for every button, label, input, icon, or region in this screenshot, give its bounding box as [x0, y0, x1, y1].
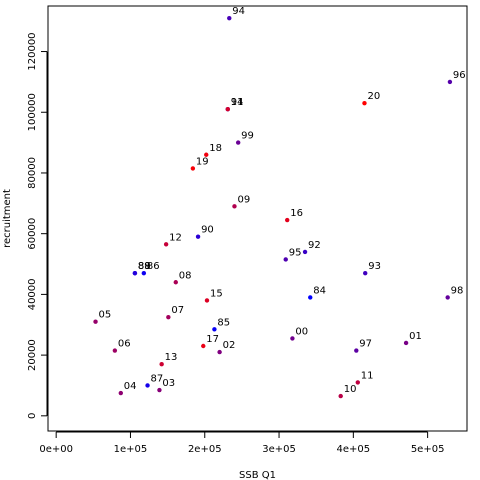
point-label-85: 85: [217, 317, 230, 328]
y-tick-label: 20000: [27, 339, 38, 371]
point-label-03: 03: [162, 378, 175, 389]
point-label-09: 09: [237, 194, 250, 205]
point-label-95: 95: [289, 247, 302, 258]
data-point-86: [141, 270, 147, 276]
point-label-92: 92: [308, 240, 321, 251]
y-tick-label: 120000: [27, 32, 38, 70]
point-label-19: 19: [196, 156, 209, 167]
data-point-98: [445, 295, 450, 300]
x-tick-label: 1e+05: [114, 444, 148, 455]
point-label-00: 00: [295, 326, 308, 337]
data-point-02: [217, 349, 222, 355]
data-point-16: [285, 217, 290, 223]
x-tick-label: 2e+05: [188, 444, 222, 455]
point-label-90: 90: [201, 225, 214, 236]
data-points: [93, 15, 453, 399]
y-tick-label: 60000: [27, 218, 38, 250]
point-label-88: 88: [138, 261, 151, 272]
data-point-07: [166, 314, 171, 320]
x-tick-label: 4e+05: [337, 444, 371, 455]
plot-frame: [47, 5, 468, 432]
point-label-10: 10: [344, 384, 357, 395]
point-label-16: 16: [290, 208, 303, 219]
data-point-01: [403, 340, 409, 346]
data-point-84: [308, 295, 313, 300]
y-axis-label: recruitment: [2, 189, 13, 248]
y-tick-label: 100000: [27, 93, 38, 131]
data-point-92: [302, 249, 308, 255]
point-label-97: 97: [359, 339, 372, 350]
data-point-08: [173, 280, 178, 285]
point-label-86: 86: [147, 261, 160, 272]
data-point-96: [447, 79, 453, 85]
point-label-20: 20: [367, 91, 380, 102]
data-point-99: [235, 140, 241, 145]
data-point-12: [163, 242, 169, 247]
data-point-14: [225, 107, 230, 112]
data-point-85: [212, 327, 217, 332]
point-label-13: 13: [165, 352, 178, 363]
data-point-95: [283, 257, 288, 262]
y-tick-label: 40000: [27, 278, 38, 310]
point-label-93: 93: [368, 261, 381, 272]
point-label-05: 05: [99, 310, 112, 321]
data-point-06: [112, 348, 118, 353]
point-label-84: 84: [313, 285, 326, 296]
point-label-94: 94: [232, 6, 245, 17]
y-tick-label: 80000: [27, 157, 38, 189]
x-tick-label: 0e+00: [39, 444, 73, 455]
point-label-11: 11: [361, 370, 374, 381]
data-point-11: [355, 380, 360, 385]
x-tick-label: 5e+05: [411, 444, 445, 455]
point-label-89: 89: [138, 261, 151, 272]
data-point-20: [362, 100, 367, 106]
x-axis-label: SSB Q1: [239, 470, 276, 480]
data-point-97: [354, 348, 359, 353]
data-point-05: [93, 319, 98, 324]
data-point-90: [195, 234, 201, 239]
data-point-03: [157, 387, 162, 393]
point-label-98: 98: [451, 285, 464, 296]
data-point-19: [190, 166, 196, 171]
x-tick-label: 3e+05: [262, 444, 296, 455]
data-point-94: [227, 15, 232, 21]
data-point-17: [201, 343, 206, 349]
point-label-15: 15: [210, 288, 223, 299]
point-label-02: 02: [223, 340, 236, 351]
data-point-00: [290, 336, 295, 341]
point-label-07: 07: [171, 305, 184, 316]
point-label-87: 87: [151, 373, 164, 384]
data-point-93: [363, 270, 368, 276]
data-point-15: [204, 298, 210, 303]
data-point-13: [159, 362, 164, 367]
data-point-89: [132, 270, 138, 276]
data-point-87: [145, 383, 150, 388]
point-label-14: 14: [231, 97, 244, 108]
point-label-12: 12: [169, 232, 182, 243]
x-axis: 0e+00 1e+05 2e+05 3e+05 4e+05 5e+05: [39, 431, 445, 455]
y-tick-label: 0: [27, 413, 38, 419]
point-label-91: 91: [231, 97, 244, 108]
y-axis: 0 20000 40000 60000 80000 100000 120000: [27, 32, 48, 419]
point-label-06: 06: [118, 339, 131, 350]
point-label-08: 08: [179, 270, 192, 281]
point-label-99: 99: [241, 131, 254, 142]
data-point-09: [232, 204, 237, 209]
point-label-17: 17: [206, 334, 219, 345]
data-point-04: [118, 390, 124, 396]
data-point-18: [204, 152, 209, 157]
point-label-18: 18: [209, 143, 222, 154]
point-label-04: 04: [124, 381, 137, 392]
point-label-01: 01: [409, 331, 422, 342]
point-label-96: 96: [453, 70, 466, 81]
data-point-10: [338, 393, 343, 399]
